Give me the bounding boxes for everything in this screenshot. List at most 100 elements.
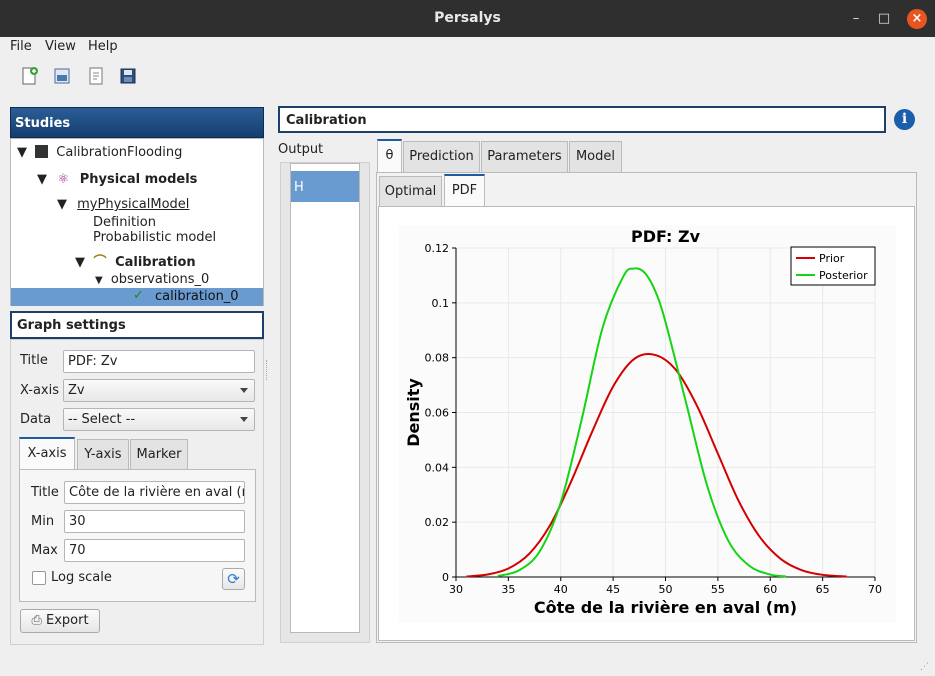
data-label: Data xyxy=(20,412,52,427)
menu-help[interactable]: Help xyxy=(88,39,118,54)
min-label: Min xyxy=(31,514,55,529)
max-label: Max xyxy=(31,543,58,558)
tree-label-calibration-result: calibration_0 xyxy=(155,289,239,304)
axis-title-input[interactable]: Côte de la rivière en aval (m) xyxy=(64,481,245,504)
open-file-icon[interactable] xyxy=(52,66,72,86)
tree-label-model: myPhysicalModel xyxy=(77,197,190,212)
y-tick-label: 0 xyxy=(442,571,449,584)
min-input[interactable]: 30 xyxy=(64,510,245,533)
output-list: H xyxy=(290,163,360,633)
axis-title-label: Title xyxy=(31,485,59,500)
tab-parameters[interactable]: Parameters xyxy=(481,141,568,172)
tree-item-root[interactable]: ▼ CalibrationFlooding xyxy=(17,145,182,160)
data-select[interactable]: -- Select -- xyxy=(63,408,255,431)
tree-label-root: CalibrationFlooding xyxy=(56,145,183,160)
legend-box xyxy=(790,246,876,286)
title-input[interactable]: PDF: Zv xyxy=(63,350,255,373)
graph-settings-header: Graph settings xyxy=(10,311,264,339)
tree-item-model[interactable]: ▼ myPhysicalModel xyxy=(57,197,189,212)
expand-arrow-icon[interactable]: ▼ xyxy=(95,275,103,286)
x-tick-label: 50 xyxy=(659,583,673,596)
pdf-chart[interactable]: 30 35 40 45 50 55 60 65 70 0 0.02 0.04 0.06 0.08 0.1 0.… xyxy=(379,207,914,640)
refresh-icon[interactable]: ⟳ xyxy=(222,568,245,590)
expand-arrow-icon[interactable]: ▼ xyxy=(57,197,67,212)
x-tick-label: 70 xyxy=(868,583,882,596)
output-item-h[interactable]: H xyxy=(291,171,359,202)
legend-label: Posterior xyxy=(819,269,868,282)
tab-prediction[interactable]: Prediction xyxy=(403,141,480,172)
y-tick-label: 0.12 xyxy=(425,242,450,255)
graph-settings-panel: Title PDF: Zv X-axis Zv Data -- Select -… xyxy=(10,339,264,645)
menu-bar: File View Help xyxy=(0,37,935,59)
chart-container: 30 35 40 45 50 55 60 65 70 0 0.02 0.04 0.06 0.08 0.1 0.… xyxy=(378,206,915,641)
expand-arrow-icon[interactable]: ▼ xyxy=(37,172,47,187)
x-tick-label: 65 xyxy=(816,583,830,596)
x-tick-label: 40 xyxy=(554,583,568,596)
series-line-prior xyxy=(466,353,847,578)
xaxis-select[interactable]: Zv xyxy=(63,379,255,402)
y-tick-label: 0.08 xyxy=(425,352,450,365)
title-bar: Persalys – □ × xyxy=(0,0,935,37)
y-tick-label: 0.1 xyxy=(432,297,450,310)
studies-header: Studies xyxy=(10,107,264,138)
calibration-curve-icon: ⌒ xyxy=(93,255,107,270)
splitter-handle[interactable] xyxy=(266,360,269,380)
series-line-posterior xyxy=(497,267,787,578)
chevron-down-icon xyxy=(240,417,248,422)
tree-label-calibration: Calibration xyxy=(115,255,196,270)
log-scale-checkbox[interactable] xyxy=(32,571,46,585)
tree-item-calibration[interactable]: ▼ ⌒ Calibration xyxy=(75,251,196,270)
plot-canvas xyxy=(399,225,896,623)
tree-item-definition[interactable]: Definition xyxy=(93,215,156,230)
tab-theta[interactable]: θ xyxy=(377,139,402,172)
tab-y-axis[interactable]: Y-axis xyxy=(77,439,129,470)
axis-tab-panel: Title Côte de la rivière en aval (m) Min… xyxy=(19,469,256,602)
floppy-icon xyxy=(35,145,49,158)
title-label: Title xyxy=(20,353,48,368)
x-axis-title: Côte de la rivière en aval (m) xyxy=(534,598,797,617)
x-tick-label: 35 xyxy=(501,583,515,596)
data-select-value: -- Select -- xyxy=(68,412,136,427)
export-button-label: Export xyxy=(45,613,89,628)
tab-model[interactable]: Model xyxy=(569,141,622,172)
tree-label-observations: observations_0 xyxy=(110,272,210,287)
minimize-icon[interactable]: – xyxy=(852,11,860,26)
tree-item-probabilistic[interactable]: Probabilistic model xyxy=(93,230,217,245)
tab-marker[interactable]: Marker xyxy=(130,439,188,470)
menu-file[interactable]: File xyxy=(10,39,32,54)
tree-item-physical-models[interactable]: ▼ ⚛ Physical models xyxy=(37,172,197,187)
close-icon[interactable]: × xyxy=(907,9,927,29)
save-icon[interactable] xyxy=(118,66,138,86)
maximize-icon[interactable]: □ xyxy=(877,11,891,26)
x-tick-label: 55 xyxy=(711,583,725,596)
xaxis-select-value: Zv xyxy=(68,383,85,398)
export-button[interactable]: ⎙ Export xyxy=(20,609,100,633)
menu-view[interactable]: View xyxy=(45,39,76,54)
import-script-icon[interactable] xyxy=(86,66,106,86)
x-tick-label: 45 xyxy=(606,583,620,596)
resize-grip[interactable]: ⋰ xyxy=(920,662,929,672)
main-title: Calibration xyxy=(278,106,886,133)
tree-item-calibration-result[interactable]: ✓ calibration_0 xyxy=(11,288,263,306)
expand-arrow-icon[interactable]: ▼ xyxy=(75,255,85,270)
atom-icon: ⚛ xyxy=(57,172,70,187)
chart-title: PDF: Zv xyxy=(631,227,701,246)
output-label: Output xyxy=(278,142,324,157)
expand-arrow-icon[interactable]: ▼ xyxy=(17,145,27,160)
y-tick-label: 0.02 xyxy=(425,516,450,529)
toolbar xyxy=(0,59,935,95)
x-tick-label: 30 xyxy=(449,583,463,596)
tab-x-axis[interactable]: X-axis xyxy=(19,437,75,470)
export-icon: ⎙ xyxy=(31,613,42,628)
max-input[interactable]: 70 xyxy=(64,539,245,562)
tree-item-observations[interactable]: ▼ observations_0 xyxy=(95,272,209,287)
new-study-icon[interactable] xyxy=(20,66,40,86)
subtab-optimal[interactable]: Optimal xyxy=(379,176,442,207)
window-title: Persalys xyxy=(434,10,501,26)
output-panel: H xyxy=(280,162,370,643)
y-tick-label: 0.06 xyxy=(425,407,450,420)
y-tick-label: 0.04 xyxy=(425,461,450,474)
subtab-pdf[interactable]: PDF xyxy=(444,174,485,207)
y-axis-title: Density xyxy=(404,378,423,447)
info-icon[interactable]: i xyxy=(894,109,915,130)
